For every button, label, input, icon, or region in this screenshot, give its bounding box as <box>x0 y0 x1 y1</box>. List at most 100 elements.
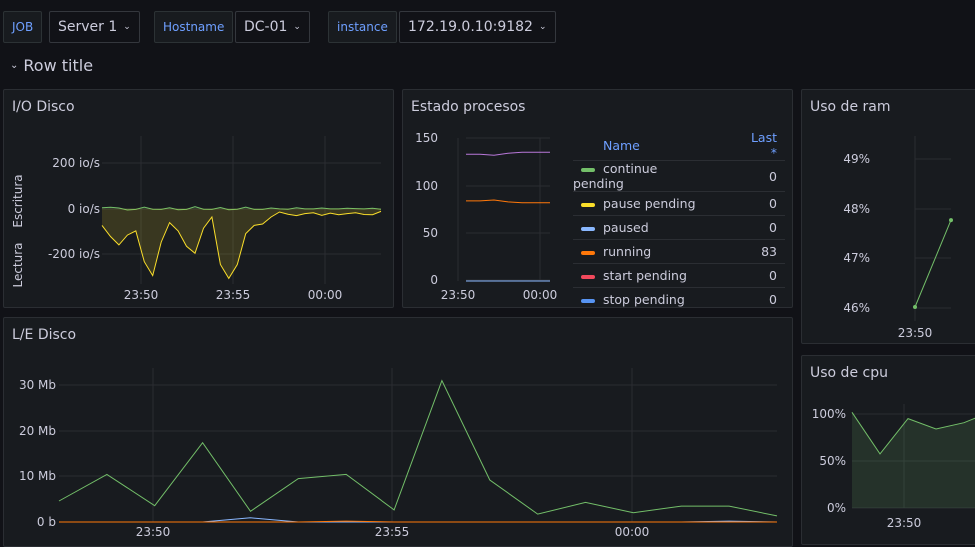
variable-value-job: Server 1 <box>58 19 118 35</box>
x-tick-label: 00:00 <box>308 288 343 302</box>
legend-row[interactable]: paused 0 <box>573 215 785 240</box>
legend-table: Name Last * continue pending 0 pause pen… <box>573 130 785 307</box>
variable-label-instance: instance <box>328 11 397 43</box>
series-line-ram <box>914 219 952 308</box>
panel-title-ram[interactable]: Uso de ram <box>810 99 891 115</box>
series-line-escritura <box>101 206 382 211</box>
legend-swatch <box>581 274 595 279</box>
y-tick-label: 0% <box>827 501 846 515</box>
legend-name: paused <box>603 220 649 235</box>
row-toggle[interactable]: ⌄ Row title <box>10 56 93 75</box>
panel-title-procs[interactable]: Estado procesos <box>411 99 526 115</box>
y-tick-label: 50% <box>819 454 846 468</box>
y-tick-label: 46% <box>843 301 870 315</box>
chevron-down-icon: ⌄ <box>293 22 301 32</box>
legend-name: stop pending <box>603 292 685 307</box>
variable-label-job: JOB <box>3 11 43 43</box>
series-area-lectura <box>102 208 381 279</box>
x-tick-label: 23:55 <box>375 525 410 539</box>
y-tick-label: 0 <box>430 273 438 287</box>
x-tick-label: 23:50 <box>898 326 933 340</box>
y-tick-label: 20 Mb <box>19 424 56 438</box>
panel-io-disco: I/O Disco 200 io/s 0 io/s -200 io/s 23:50 2… <box>3 89 394 308</box>
panel-le-disco: L/E Disco 30 Mb 20 Mb 10 Mb 0 b 23:50 23:55 0… <box>3 317 793 547</box>
legend-name: pause pending <box>603 196 696 211</box>
x-tick-label: 00:00 <box>615 525 650 539</box>
y-axis-label-lectura: Lectura <box>11 242 25 287</box>
y-tick-label: 49% <box>843 152 870 166</box>
series-line-lectura <box>59 517 778 523</box>
legend-row[interactable]: pause pending 0 <box>573 191 785 216</box>
legend-row[interactable]: running 83 <box>573 239 785 264</box>
variable-value-instance: 172.19.0.10:9182 <box>408 19 533 35</box>
variable-select-instance[interactable]: 172.19.0.10:9182 ⌄ <box>399 11 556 43</box>
variable-label-hostname: Hostname <box>154 11 234 43</box>
legend-name: start pending <box>603 268 687 283</box>
panel-title-le[interactable]: L/E Disco <box>12 327 77 343</box>
y-tick-label: 0 io/s <box>68 202 100 216</box>
legend-header-last[interactable]: Last * <box>710 130 785 161</box>
chevron-down-icon: ⌄ <box>10 60 19 71</box>
chevron-down-icon: ⌄ <box>538 22 547 32</box>
legend-swatch <box>581 298 595 303</box>
y-tick-label: -200 io/s <box>48 247 100 261</box>
panel-uso-ram: Uso de ram 49% 48% 47% 46% 23:50 <box>801 89 975 344</box>
series-line-escritura <box>58 379 778 517</box>
legend-swatch <box>581 202 595 207</box>
legend-row[interactable]: continue pending 0 <box>573 160 785 192</box>
data-point <box>913 304 917 309</box>
series-line-lectura <box>101 210 382 280</box>
row-title: Row title <box>23 56 94 75</box>
y-axis-label-escritura: Escritura <box>11 174 25 227</box>
y-tick-label: 48% <box>843 202 870 216</box>
y-tick-label: 100% <box>812 407 846 421</box>
legend-swatch <box>581 226 595 231</box>
panel-uso-cpu: Uso de cpu 100% 50% 0% 23:50 <box>801 355 975 545</box>
y-tick-label: 100 <box>415 179 438 193</box>
series-line-otros <box>59 520 777 523</box>
x-tick-label: 23:55 <box>216 288 251 302</box>
legend-value: 83 <box>710 239 785 264</box>
y-tick-label: 30 Mb <box>19 378 56 392</box>
y-tick-label: 200 io/s <box>52 156 100 170</box>
legend-row[interactable]: stop pending 0 <box>573 287 785 307</box>
y-tick-label: 10 Mb <box>19 469 56 483</box>
legend-row[interactable]: start pending 0 <box>573 263 785 288</box>
ram-chart: 49% 48% 47% 46% 23:50 <box>843 136 953 340</box>
variable-select-job[interactable]: Server 1 ⌄ <box>49 11 140 43</box>
le-chart: 30 Mb 20 Mb 10 Mb 0 b 23:50 23:55 00:00 <box>19 368 778 539</box>
legend-value: 0 <box>710 263 785 288</box>
series-line-cpu <box>851 412 975 455</box>
x-tick-label: 00:00 <box>523 288 558 302</box>
io-chart: 200 io/s0 io/s-200 io/s 23:50 23:55 00:00 … <box>11 136 382 302</box>
legend-value: 0 <box>710 215 785 240</box>
y-tick-label: 47% <box>843 251 870 265</box>
legend-value: 0 <box>710 191 785 216</box>
legend-name: continue pending <box>573 161 658 191</box>
panel-title-io[interactable]: I/O Disco <box>12 99 75 115</box>
legend-swatch <box>581 167 595 172</box>
x-tick-label: 23:50 <box>887 516 922 530</box>
variable-value-hostname: DC-01 <box>244 19 288 35</box>
panel-title-cpu[interactable]: Uso de cpu <box>810 365 888 381</box>
legend-name: running <box>603 244 652 259</box>
series-line-total <box>466 151 550 156</box>
variable-select-hostname[interactable]: DC-01 ⌄ <box>235 11 310 43</box>
cpu-chart: 100% 50% 0% 23:50 <box>812 404 975 530</box>
x-tick-label: 23:50 <box>124 288 159 302</box>
series-area-cpu <box>852 412 975 508</box>
legend-swatch <box>581 250 595 255</box>
y-tick-label: 50 <box>423 226 438 240</box>
y-tick-label: 0 b <box>37 515 56 529</box>
data-point <box>949 218 953 223</box>
series-line-running <box>466 199 550 204</box>
legend-value: 0 <box>710 160 785 192</box>
panel-estado-procesos: Estado procesos 150 100 50 0 23:50 00:00 Nam… <box>402 89 793 308</box>
y-tick-label: 150 <box>415 131 438 145</box>
chevron-down-icon: ⌄ <box>123 22 131 32</box>
x-tick-label: 23:50 <box>136 525 171 539</box>
x-tick-label: 23:50 <box>441 288 476 302</box>
legend-value: 0 <box>710 287 785 307</box>
legend-header-name[interactable]: Name <box>573 130 711 161</box>
procs-chart: 150 100 50 0 23:50 00:00 <box>415 131 558 302</box>
